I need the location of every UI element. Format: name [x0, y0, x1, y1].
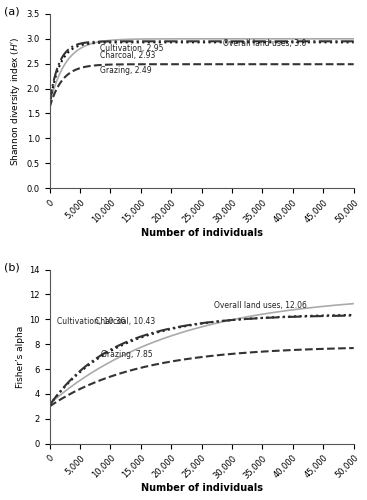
Text: Cultivation, 10.36: Cultivation, 10.36	[57, 316, 125, 326]
Text: Grazing, 2.49: Grazing, 2.49	[100, 66, 152, 75]
X-axis label: Number of individuals: Number of individuals	[141, 483, 263, 493]
Text: Cultivation, 2.95: Cultivation, 2.95	[100, 44, 164, 54]
Text: Charcoal, 2.93: Charcoal, 2.93	[100, 51, 156, 60]
Text: Charcoal, 10.43: Charcoal, 10.43	[95, 316, 156, 326]
Y-axis label: Shannon diversity index ($H'$): Shannon diversity index ($H'$)	[10, 36, 22, 166]
Text: Overall land uses, 12.06: Overall land uses, 12.06	[214, 301, 307, 310]
Text: (a): (a)	[4, 7, 19, 17]
Y-axis label: Fisher’s alpha: Fisher’s alpha	[16, 326, 25, 388]
X-axis label: Number of individuals: Number of individuals	[141, 228, 263, 237]
Text: Overall land uses, 3.0: Overall land uses, 3.0	[223, 40, 306, 48]
Text: Grazing, 7.85: Grazing, 7.85	[101, 350, 153, 358]
Text: (b): (b)	[4, 262, 20, 272]
